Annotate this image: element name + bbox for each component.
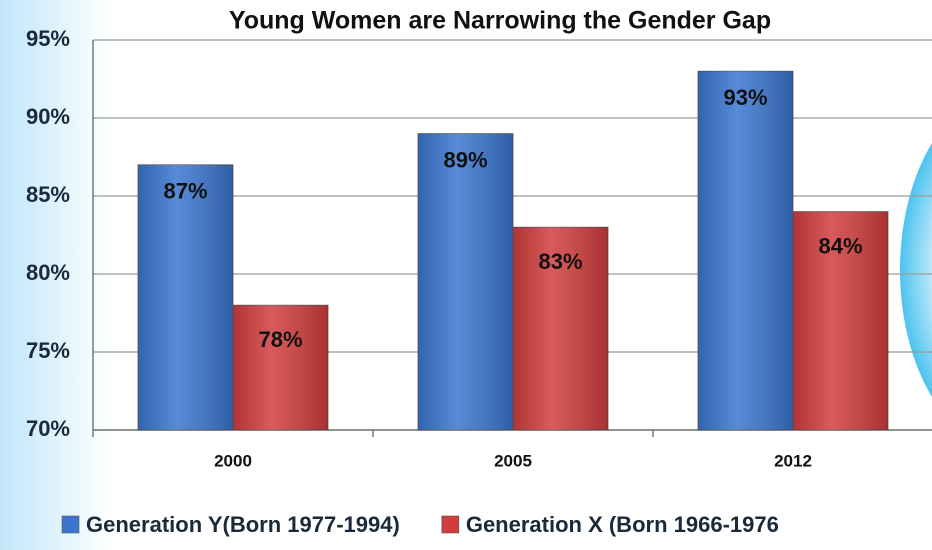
chart: Young Women are Narrowing the Gender Gap… [0,0,932,550]
x-tick-label: 2005 [494,451,532,470]
y-tick-label: 80% [26,260,70,285]
chart-title: Young Women are Narrowing the Gender Gap [229,7,771,35]
bar-shade [138,165,233,430]
legend-swatch [442,516,459,533]
value-label: 83% [538,249,582,274]
bar-shade [233,305,328,430]
bar-shade [418,134,513,430]
value-label: 93% [723,85,767,110]
value-label: 89% [443,147,487,172]
y-tick-label: 70% [26,416,70,441]
x-tick-label: 2012 [774,451,812,470]
y-tick-label: 85% [26,182,70,207]
bar-shade [698,71,793,430]
legend-label: Generation Y(Born 1977-1994) [86,512,400,537]
value-label: 87% [163,179,207,204]
legend-label: Generation X (Born 1966-1976 [466,512,779,537]
value-label: 84% [818,233,862,258]
legend-swatch [62,516,79,533]
y-tick-label: 75% [26,338,70,363]
y-tick-label: 95% [26,26,70,51]
y-tick-label: 90% [26,104,70,129]
x-tick-label: 2000 [214,451,252,470]
value-label: 78% [258,327,302,352]
